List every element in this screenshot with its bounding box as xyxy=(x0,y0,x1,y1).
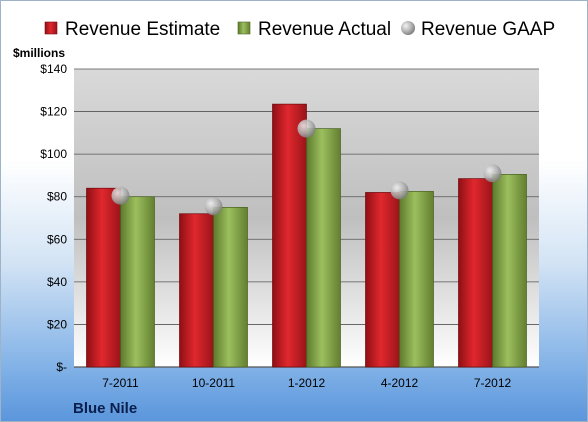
x-tick-label: 1-2012 xyxy=(288,376,326,390)
y-tick-label: $80 xyxy=(47,190,67,204)
legend-swatch-revenue-actual xyxy=(237,21,251,35)
legend-label-revenue-estimate: Revenue Estimate xyxy=(65,19,220,40)
bar-revenue-actual xyxy=(399,191,434,368)
y-tick-label: $140 xyxy=(40,62,67,76)
y-tick-label: $40 xyxy=(47,275,67,289)
point-revenue-gaap xyxy=(111,186,130,205)
y-axis-unit-label: $millions xyxy=(13,46,65,60)
y-tick-label: $20 xyxy=(47,317,67,331)
bar-revenue-actual xyxy=(120,196,155,368)
legend: Revenue Estimate Revenue Actual Revenue … xyxy=(44,19,555,40)
bar-revenue-estimate xyxy=(179,213,214,368)
y-axis-ticks: $- $20 $40 $60 $80 $100 $120 $140 xyxy=(40,62,67,374)
y-tick-label: $120 xyxy=(40,105,67,119)
y-tick-label: $100 xyxy=(40,147,67,161)
legend-label-revenue-gaap: Revenue GAAP xyxy=(421,19,555,40)
y-tick-label: $60 xyxy=(47,232,67,246)
legend-label-revenue-actual: Revenue Actual xyxy=(258,19,391,40)
y-tick-label: $- xyxy=(56,360,67,374)
bar-revenue-actual xyxy=(306,128,341,368)
legend-swatch-revenue-gaap xyxy=(401,21,415,35)
bar-revenue-estimate xyxy=(458,178,493,368)
bar-revenue-actual xyxy=(492,174,527,368)
x-tick-label: 7-2012 xyxy=(474,376,512,390)
x-tick-label: 10-2011 xyxy=(192,376,235,390)
gaap-points xyxy=(111,119,502,216)
point-revenue-gaap xyxy=(297,119,316,138)
bar-revenue-estimate xyxy=(365,192,400,368)
bar-revenue-estimate xyxy=(272,103,307,368)
point-revenue-gaap xyxy=(390,181,409,200)
x-tick-label: 7-2011 xyxy=(102,376,139,390)
x-tick-label: 4-2012 xyxy=(381,376,419,390)
bar-revenue-estimate xyxy=(86,187,121,368)
bar-revenue-actual xyxy=(213,207,248,368)
point-revenue-gaap xyxy=(204,197,223,216)
bars xyxy=(86,103,527,368)
company-name: Blue Nile xyxy=(73,400,137,417)
point-revenue-gaap xyxy=(483,164,502,183)
x-axis-labels: 7-2011 10-2011 1-2012 4-2012 7-2012 xyxy=(102,376,511,390)
legend-swatch-revenue-estimate xyxy=(44,21,58,35)
